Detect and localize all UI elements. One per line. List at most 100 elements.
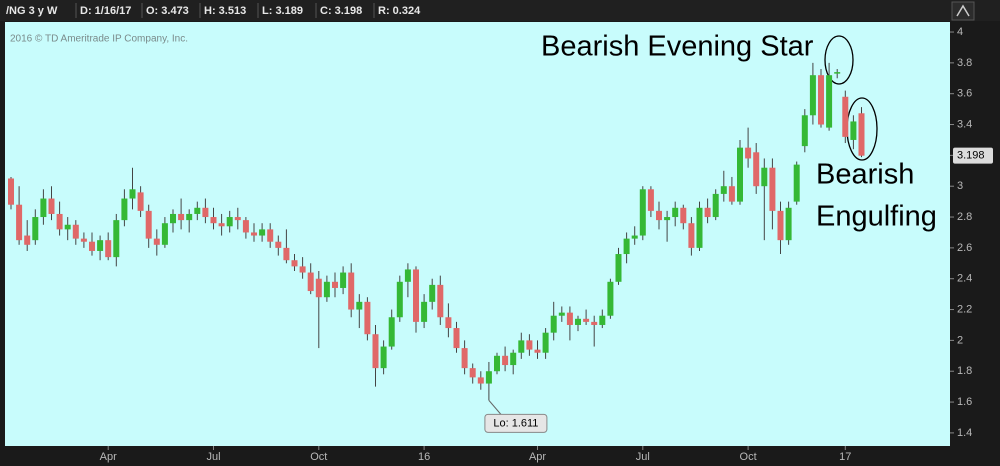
x-tick-label: Jul (636, 451, 650, 463)
candle-body (777, 210, 784, 241)
candle-body (745, 147, 752, 159)
candle-body (575, 318, 581, 325)
candle-body (315, 278, 322, 298)
candle-body (785, 207, 792, 241)
candle-body (105, 240, 112, 258)
candle-body (194, 207, 201, 214)
candle-body (599, 315, 606, 325)
x-tick-label: Apr (529, 451, 546, 463)
x-tick-label: Oct (740, 451, 757, 463)
y-tick-label: 2.4 (957, 273, 972, 285)
candle-body (234, 217, 241, 221)
candle-body (226, 217, 233, 227)
candle-body (712, 193, 719, 218)
candle-body (348, 272, 355, 310)
candle-body (307, 272, 314, 292)
candle-body (178, 213, 185, 221)
candle-body (737, 147, 743, 202)
candle-body (639, 189, 646, 236)
candle-body (404, 269, 411, 282)
y-tick-label: 2.8 (957, 211, 972, 223)
candle-body (16, 204, 23, 241)
candle-body (161, 223, 168, 245)
low-label: Lo: 1.611 (493, 417, 538, 429)
candle-body (210, 217, 217, 224)
low-leader (488, 400, 502, 415)
copyright: 2016 © TD Ameritrade IP Company, Inc. (10, 34, 188, 45)
candle-body (445, 317, 452, 329)
header-field: H: 3.513 (204, 5, 246, 17)
candle-body (566, 312, 573, 325)
candle-body (145, 210, 152, 239)
y-tick-label: 4 (957, 26, 963, 38)
y-tick-label: 1.6 (957, 396, 972, 408)
candle-body (153, 238, 160, 245)
candle-body (720, 186, 727, 194)
candle-body (356, 301, 363, 310)
x-tick-label: Oct (310, 451, 327, 463)
candle-body (332, 281, 338, 288)
candle-body (858, 113, 865, 156)
header-field: D: 1/16/17 (80, 5, 131, 17)
candle-body (8, 178, 14, 205)
candle-body (291, 260, 298, 267)
candle-body (299, 266, 306, 273)
candle-body (550, 315, 557, 333)
candle-body (793, 164, 800, 202)
candle-body (218, 223, 225, 227)
candle-body (534, 349, 541, 353)
candle-body (421, 301, 428, 322)
candle-body (137, 192, 144, 211)
symbol: /NG 3 y W (6, 5, 58, 17)
candle-body (56, 213, 63, 230)
candle-body (259, 229, 266, 236)
candle-body (753, 152, 760, 187)
candle-body (672, 207, 679, 218)
header-field: C: 3.198 (320, 5, 362, 17)
candle-body (469, 368, 476, 378)
candle-body (372, 334, 379, 369)
candle-body (656, 210, 662, 221)
header-field: L: 3.189 (262, 5, 303, 17)
x-tick-label: Jul (206, 451, 220, 463)
candle-body (380, 346, 387, 369)
candle-body (623, 238, 630, 255)
candle-body (437, 284, 444, 318)
candle-body (453, 328, 460, 349)
low-box (484, 413, 548, 433)
x-tick-label: 17 (839, 451, 851, 463)
y-tick-label: 3.6 (957, 88, 972, 100)
candle-body (388, 317, 395, 347)
collapse-icon (956, 4, 970, 17)
annotation: Bearish (816, 159, 914, 191)
candle-body (688, 223, 695, 248)
candle-body (494, 355, 500, 372)
candle-body (242, 220, 249, 233)
candle-body (40, 198, 47, 218)
candle-body (850, 121, 857, 140)
candle-body (518, 340, 525, 353)
candle-body (607, 281, 614, 316)
candle-body (429, 284, 436, 302)
highlight-circle (824, 35, 854, 85)
candle-body (558, 312, 565, 316)
candle-body (818, 75, 824, 125)
candle-body (202, 207, 209, 218)
candle-body (826, 75, 833, 128)
candle-body (664, 217, 671, 221)
y-tick-label: 3.8 (957, 57, 972, 69)
candle-body (89, 241, 95, 251)
y-tick-label: 2.2 (957, 303, 972, 315)
candle-body (24, 235, 31, 245)
y-tick-label: 3.4 (957, 118, 972, 130)
candle-body (251, 232, 257, 236)
candle-body (121, 198, 128, 221)
y-tick-label: 2.6 (957, 242, 972, 254)
candle-body (769, 167, 776, 211)
y-tick-label: 3 (957, 180, 963, 192)
candle-body (485, 371, 492, 384)
candle-body (48, 198, 55, 214)
candle-body (591, 321, 598, 325)
candle-body (696, 207, 703, 248)
